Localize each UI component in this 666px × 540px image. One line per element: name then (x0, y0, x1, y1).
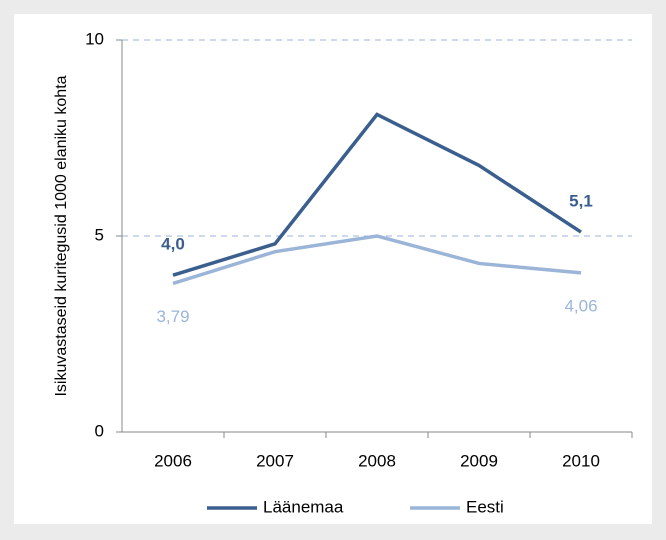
y-axis-label: Isikuvastaseid kuritegusid 1000 elaniku … (53, 75, 70, 396)
data-label: 4,06 (564, 296, 597, 315)
x-tick-label: 2009 (460, 451, 498, 470)
y-tick-label: 5 (95, 225, 104, 244)
series-line (172, 234, 582, 286)
data-label: 5,1 (569, 192, 593, 211)
legend-label: Läänemaa (263, 497, 344, 516)
x-tick-label: 2010 (562, 451, 600, 470)
data-label: 4,0 (161, 235, 185, 254)
x-tick-label: 2007 (256, 451, 294, 470)
y-tick-label: 10 (85, 29, 104, 48)
x-tick-label: 2006 (154, 451, 192, 470)
y-tick-label: 0 (95, 421, 104, 440)
series-line (172, 112, 582, 277)
x-tick-label: 2008 (358, 451, 396, 470)
legend-label: Eesti (466, 497, 504, 516)
data-label: 3,79 (156, 307, 189, 326)
